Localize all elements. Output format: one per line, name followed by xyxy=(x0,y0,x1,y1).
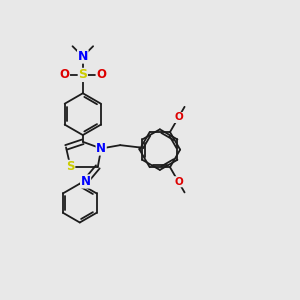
Text: O: O xyxy=(96,68,106,81)
Text: O: O xyxy=(59,68,69,81)
Text: S: S xyxy=(78,68,87,81)
Text: N: N xyxy=(96,142,106,155)
Text: S: S xyxy=(66,160,75,173)
Text: O: O xyxy=(174,177,183,187)
Text: N: N xyxy=(81,175,91,188)
Text: O: O xyxy=(174,112,183,122)
Text: N: N xyxy=(78,50,88,63)
